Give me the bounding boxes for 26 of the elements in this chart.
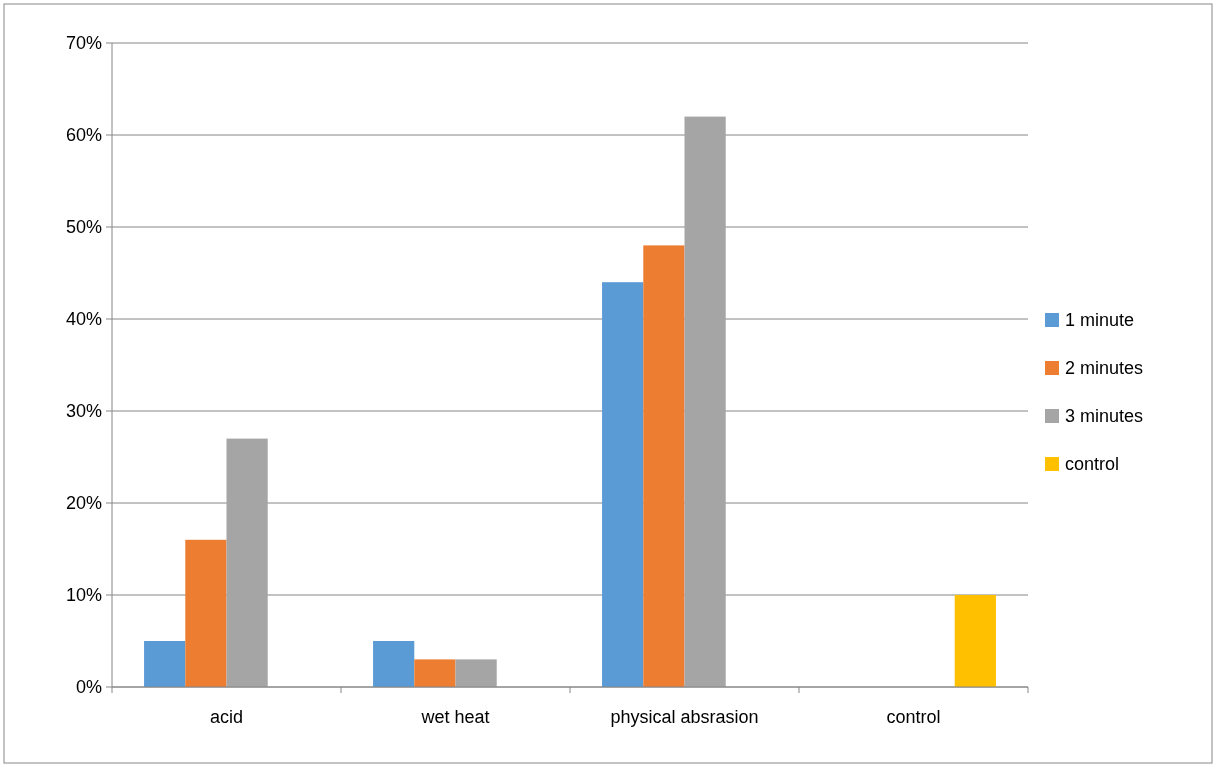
y-tick-label: 60% [65, 125, 102, 146]
y-tick-label: 20% [65, 493, 102, 514]
bar [144, 641, 186, 687]
legend-label: 1 minute [1065, 310, 1135, 331]
bar [373, 641, 415, 687]
x-tick-label: wet heat [420, 707, 490, 727]
legend-label: 2 minutes [1065, 358, 1144, 379]
bar [954, 595, 996, 687]
x-tick-label: control [886, 707, 941, 727]
y-tick-label: 50% [65, 217, 102, 238]
x-tick-label: acid [209, 707, 244, 727]
y-tick-label: 0% [75, 677, 102, 698]
bar [455, 659, 497, 687]
bar [185, 539, 227, 687]
legend-label: 3 minutes [1065, 406, 1144, 427]
bar [684, 116, 726, 687]
bar [643, 245, 685, 687]
x-tick-label: physical absrasion [610, 707, 759, 727]
bar [226, 438, 268, 687]
bar [414, 659, 456, 687]
y-tick-label: 10% [65, 585, 102, 606]
bar [602, 282, 644, 687]
y-tick-label: 70% [65, 33, 102, 54]
legend-label: control [1065, 454, 1120, 475]
y-tick-label: 30% [65, 401, 102, 422]
y-tick-label: 40% [65, 309, 102, 330]
